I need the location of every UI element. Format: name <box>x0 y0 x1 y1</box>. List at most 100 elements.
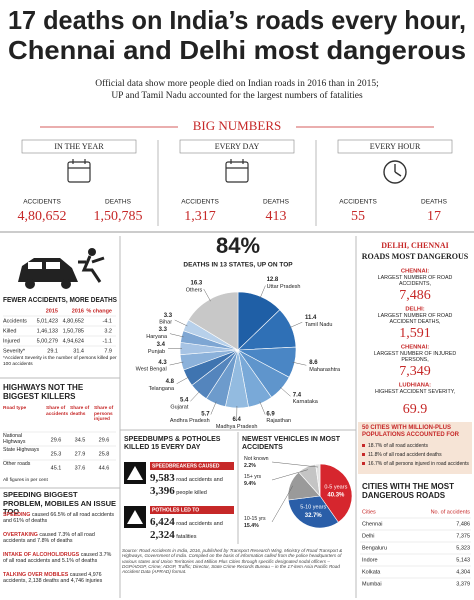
table-cell: 31.4 <box>73 348 84 354</box>
table-cell: 37.6 <box>75 465 86 471</box>
city-name: LUDHIANA: <box>399 383 431 389</box>
leader-line <box>259 285 266 299</box>
highlight-box <box>358 422 472 474</box>
city-cell: Bengaluru <box>362 545 387 551</box>
stat-label: ACCIDENTS <box>23 199 61 206</box>
pie-slice <box>315 463 321 497</box>
subtitle: UP and Tamil Nadu accounted for the larg… <box>111 90 363 101</box>
panel-heading: EVERY DAY <box>215 142 260 151</box>
block-line: 9,583 road accidents and <box>150 472 238 485</box>
slice-label: 0-5 years <box>324 484 347 490</box>
stat-label: DEATHS <box>263 199 290 206</box>
block-number: 9,583 <box>150 472 175 484</box>
pie-slice <box>319 463 353 523</box>
slice-label: Karnataka <box>293 399 319 405</box>
bullet <box>362 444 365 447</box>
count-cell: 3,379 <box>456 581 470 587</box>
stat-label: DEATHS <box>105 199 132 206</box>
cause-item: OVERTAKING caused 7.3% of all road accid… <box>3 532 117 544</box>
column-header: Cities <box>362 509 376 515</box>
table-cell: 5,01,423 <box>37 318 58 324</box>
city-desc: LARGEST NUMBER OF ROAD ACCIDENT DEATHS, <box>377 313 453 326</box>
clock-icon <box>383 160 407 184</box>
title: Chennai and Delhi most dangerous <box>8 35 466 65</box>
block-number: 2,324 <box>150 529 175 541</box>
cause-item: INTAKE OF ALCOHOL/DRUGS caused 3.7% of a… <box>3 552 117 564</box>
leader-line <box>271 485 294 523</box>
table-cell: 45.1 <box>51 465 62 471</box>
slice-label: Rajasthan <box>266 418 291 424</box>
section-title: DELHI, CHENNAI <box>381 241 449 250</box>
value-label: 4.8 <box>166 379 175 385</box>
count-cell: 5,323 <box>456 545 470 551</box>
table-title: FEWER ACCIDENTS, MORE DEATHS <box>3 295 117 304</box>
column-header: Share of accidents <box>46 406 69 417</box>
city-name: DELHI: <box>405 307 424 313</box>
slice-label: Madhya Pradesh <box>216 424 258 430</box>
block-number: 3,396 <box>150 485 175 497</box>
slice-label: Not known <box>244 456 269 462</box>
table-title: CITIES WITH THE MOST DANGEROUS ROADS <box>362 482 454 501</box>
stat-value: 1,50,785 <box>94 209 143 224</box>
column-header: No. of accidents <box>431 509 471 515</box>
table-cell: 27.9 <box>75 451 86 457</box>
block-text: fatalities <box>176 534 197 540</box>
table-cell: 29.6 <box>51 437 62 443</box>
block-line: 3,396 people killed <box>150 485 238 498</box>
chart-title: 84% <box>216 233 260 258</box>
city-desc: LARGEST NUMBER OF INJURED PERSONS, <box>373 351 457 364</box>
leader-line <box>259 401 266 415</box>
bullet-text: 16.7% of all persons injured in road acc… <box>368 461 469 467</box>
section-title: ROADS MOST DANGEROUS <box>362 252 469 261</box>
city-cell: Chennai <box>362 521 383 527</box>
cause-text: caused 4,976 accidents, 2,138 deaths and… <box>3 572 103 585</box>
slice-label: Gujarat <box>170 404 189 410</box>
slice-label: 10-15 yrs <box>244 516 266 522</box>
table-cell: 34.5 <box>75 437 86 443</box>
city-cell: Delhi <box>362 533 375 539</box>
chart-title: NEWEST VEHICLES IN MOST ACCIDENTS <box>242 436 341 452</box>
value-label: 32.7% <box>305 513 323 519</box>
stat-value: 4,80,652 <box>18 209 67 224</box>
table-cell: 5,00,279 <box>37 338 58 344</box>
column-header: Share of deaths <box>70 406 90 417</box>
title: 17 deaths on India’s roads every hour, <box>8 5 466 35</box>
leader-line <box>174 319 188 327</box>
leader-line <box>279 386 291 397</box>
cause-lead: INTAKE OF ALCOHOL/DRUGS <box>3 552 80 558</box>
bullet <box>362 453 365 456</box>
heading-box <box>337 139 453 154</box>
value-label: 9.4% <box>244 481 256 487</box>
section-title: BIG NUMBERS <box>193 118 282 133</box>
label-bar <box>150 506 234 514</box>
count-cell: 7,486 <box>456 521 470 527</box>
block-line: 2,324 fatalities <box>150 529 238 542</box>
cause-item: SPEEDING caused 66.5% of all road accide… <box>3 512 117 524</box>
row-label: Injured <box>3 338 20 344</box>
column-header: Share of persons injured <box>94 406 114 423</box>
table-cell: 1,50,785 <box>63 328 84 334</box>
leader-line <box>169 333 184 338</box>
column-header: 2015 <box>46 308 58 314</box>
cause-lead: SPEEDING <box>3 512 31 518</box>
leader-line <box>292 361 307 366</box>
calendar-icon <box>225 159 249 183</box>
cause-text: caused 66.5% of all road accidents and 6… <box>3 512 115 525</box>
table-cell: -1.1 <box>103 338 112 344</box>
source-note: Source: Road Accidents in India, 2016, p… <box>122 548 343 575</box>
table-cell: 44.6 <box>99 465 110 471</box>
city-desc: HIGHEST ACCIDENT SEVERITY, <box>374 389 456 395</box>
table-cell: 4,80,652 <box>63 318 84 324</box>
calendar-icon <box>67 159 91 183</box>
block-line: 6,424 road accidents and <box>150 516 238 529</box>
section-title: SPEEDBUMPS & POTHOLES KILLED 15 EVERY DA… <box>124 436 221 452</box>
value-label: 40.3% <box>327 493 345 499</box>
city-name: CHENNAI: <box>401 269 429 275</box>
table-cell: 3.2 <box>104 328 112 334</box>
row-label: Accidents <box>3 318 27 324</box>
row-label: Other roads <box>3 461 31 467</box>
city-name: CHENNAI: <box>401 345 429 351</box>
leader-line <box>289 321 303 328</box>
cause-lead: TALKING OVER MOBILES <box>3 572 69 578</box>
